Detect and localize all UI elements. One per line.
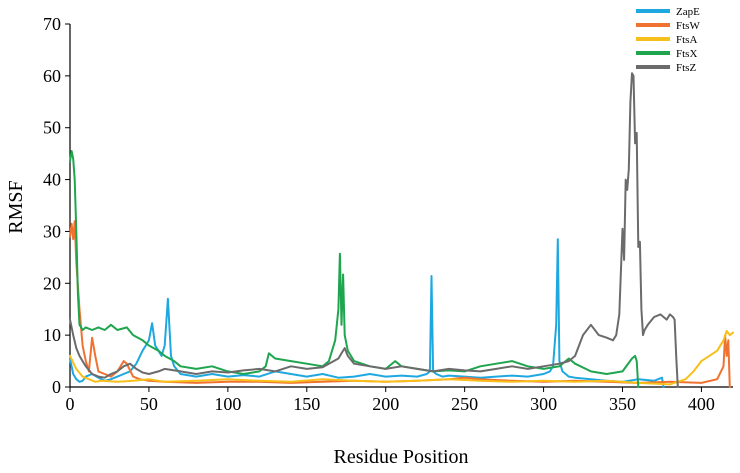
y-axis-title: RMSF [5,180,27,233]
x-tick-label: 150 [293,394,320,414]
legend: ZapE FtsW FtsA FtsX FtsZ [636,6,700,74]
y-tick-label: 60 [43,66,61,86]
x-tick-label: 300 [530,394,557,414]
x-axis-title: Residue Position [333,446,468,468]
series-line-ftsz [69,72,679,388]
x-ticks: 0 50 100 150 200 250 300 350 400 [66,387,715,414]
y-tick-label: 20 [43,273,61,293]
y-tick-label: 0 [52,377,61,397]
x-tick-label: 50 [140,394,158,414]
y-ticks: 0 10 20 30 40 50 60 70 [43,14,70,397]
y-tick-label: 40 [43,170,61,190]
y-tick-label: 50 [43,118,61,138]
series-line-ftsx [69,150,640,388]
legend-label-ftsz: FtsZ [676,62,696,74]
legend-label-ftsw: FtsW [676,20,700,32]
series-line-ftsw [69,220,731,388]
series-line-zape [69,238,665,388]
x-tick-label: 200 [372,394,399,414]
x-tick-label: 0 [66,394,75,414]
x-tick-label: 250 [451,394,478,414]
series-layer [69,72,734,388]
y-tick-label: 30 [43,221,61,241]
legend-label-zape: ZapE [676,6,700,18]
y-tick-label: 70 [43,14,61,34]
x-tick-label: 350 [609,394,636,414]
legend-label-ftsa: FtsA [676,34,697,46]
legend-label-ftsx: FtsX [676,48,697,60]
x-tick-label: 100 [214,394,241,414]
series-line-ftsa [69,330,734,386]
y-tick-label: 10 [43,325,61,345]
x-tick-label: 400 [688,394,715,414]
